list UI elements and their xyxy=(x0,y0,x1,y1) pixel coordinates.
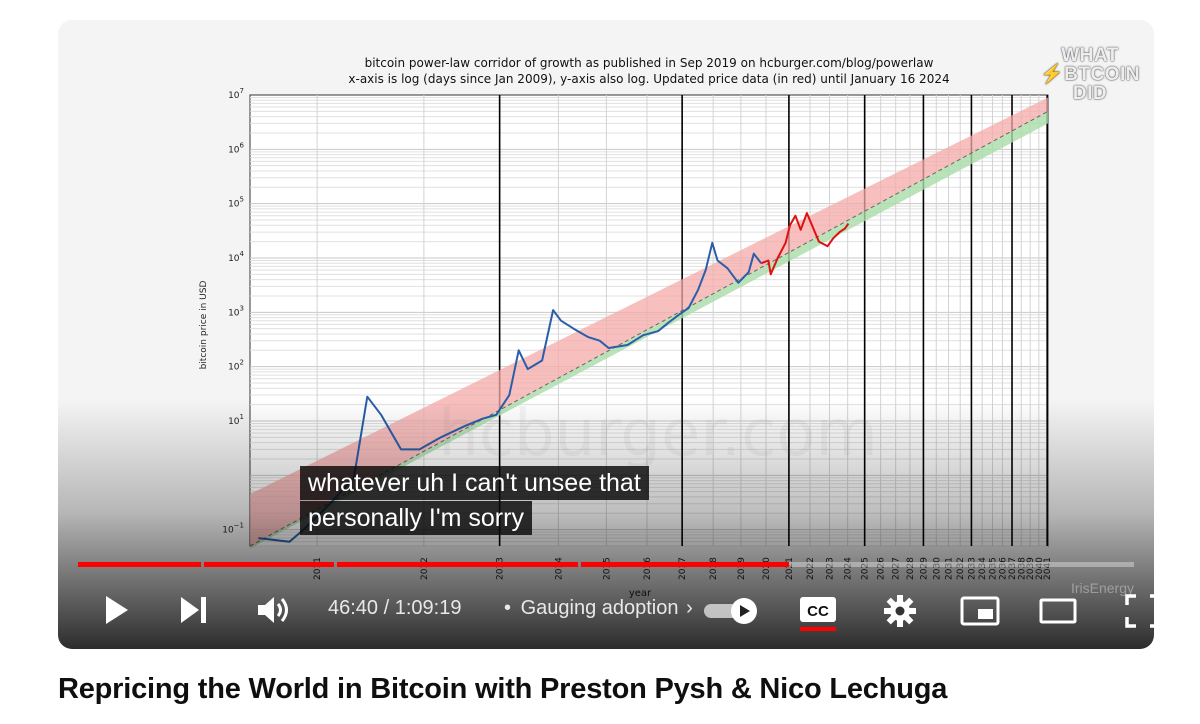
play-button[interactable] xyxy=(100,594,132,631)
caption-line-1: whatever uh I can't unsee that xyxy=(300,466,649,500)
volume-button[interactable] xyxy=(256,594,292,631)
x-tick-label: 2035 xyxy=(989,557,999,580)
skip-next-icon xyxy=(181,597,206,623)
x-tick-label: 2032 xyxy=(956,557,966,580)
x-tick-label: 2020 xyxy=(762,557,772,580)
x-tick-label: 2012 xyxy=(420,557,430,580)
cc-button[interactable]: CC xyxy=(798,595,838,638)
x-tick-label: 2024 xyxy=(844,557,854,580)
video-frame-chart: bitcoin power-law corridor of growth as … xyxy=(58,20,1154,649)
caption-line-2: personally I'm sorry xyxy=(300,501,532,535)
x-tick-label: 2021 xyxy=(785,557,795,580)
x-tick-label: 2036 xyxy=(998,557,1008,580)
y-tick-label: 106 xyxy=(228,141,244,155)
miniplayer-icon xyxy=(960,596,1000,626)
x-tick-label: 2034 xyxy=(978,557,988,580)
y-tick-label: 104 xyxy=(228,250,244,264)
chart-title-line2: x-axis is log (days since Jan 2009), y-a… xyxy=(348,72,949,86)
time-current: 46:40 xyxy=(328,597,379,619)
x-tick-label: 2015 xyxy=(602,557,612,580)
x-tick-label: 2011 xyxy=(313,557,323,580)
x-tick-label: 2016 xyxy=(643,557,653,580)
autoplay-icon xyxy=(704,598,757,624)
time-total: 1:09:19 xyxy=(394,597,462,619)
bolt-icon: ⚡ xyxy=(1040,64,1065,85)
x-tick-label: 2028 xyxy=(906,557,916,580)
settings-button[interactable] xyxy=(883,594,917,633)
video-title: Repricing the World in Bitcoin with Pres… xyxy=(58,673,948,705)
chapter-title: Gauging adoption xyxy=(520,597,679,619)
x-tick-label: 2031 xyxy=(945,557,955,580)
progress-played xyxy=(204,562,334,567)
chapter-segment[interactable] xyxy=(581,562,1134,567)
fullscreen-icon xyxy=(1125,594,1154,628)
x-tick-label: 2019 xyxy=(737,557,747,580)
video-player[interactable]: bitcoin power-law corridor of growth as … xyxy=(58,20,1154,649)
chart-title-line1: bitcoin power-law corridor of growth as … xyxy=(365,56,934,70)
bullet: • xyxy=(504,597,512,619)
progress-played xyxy=(581,562,789,567)
y-tick-label: 102 xyxy=(228,359,244,373)
progress-bar[interactable] xyxy=(78,562,1134,567)
player-controls: 46:40 / 1:09:19 • Gauging adoption › CC xyxy=(58,580,1154,640)
corridor-midline xyxy=(249,110,1049,547)
x-tick-label: 2017 xyxy=(678,557,688,580)
x-tick-label: 2023 xyxy=(826,557,836,580)
x-tick-label: 2030 xyxy=(932,557,942,580)
theater-mode-button[interactable] xyxy=(1039,596,1077,631)
gear-icon xyxy=(884,595,916,627)
price-series-updated xyxy=(760,212,850,276)
watermark-line1: WHAT xyxy=(1061,45,1119,66)
theater-mode-icon xyxy=(1039,598,1077,624)
x-tick-label: 2041 xyxy=(1043,557,1053,580)
volume-icon xyxy=(258,597,288,623)
y-tick-label: 105 xyxy=(228,196,244,210)
cc-label: CC xyxy=(807,603,829,620)
progress-played xyxy=(78,562,201,567)
time-display: 46:40 / 1:09:19 xyxy=(328,597,461,620)
progress-played xyxy=(337,562,578,567)
x-tick-label: 2033 xyxy=(967,557,977,580)
time-separator: / xyxy=(383,597,390,619)
chart-background-watermark: hcburger.com xyxy=(438,397,878,471)
chevron-right-icon: › xyxy=(686,597,693,619)
autoplay-toggle[interactable] xyxy=(702,596,762,631)
y-tick-label: 103 xyxy=(228,304,244,318)
closed-captions-icon: CC xyxy=(800,597,836,631)
x-tick-label: 2029 xyxy=(919,557,929,580)
miniplayer-button[interactable] xyxy=(960,596,1000,631)
x-tick-label: 2026 xyxy=(877,557,887,580)
chapter-button[interactable]: • Gauging adoption › xyxy=(504,597,693,620)
fullscreen-button[interactable] xyxy=(1125,594,1154,633)
sponsor-watermark: IrisEnergy xyxy=(1070,580,1134,596)
x-tick-label: 2022 xyxy=(806,557,816,580)
play-icon xyxy=(106,596,128,624)
x-tick-label: 2013 xyxy=(496,557,506,580)
y-tick-label: 107 xyxy=(228,87,244,101)
channel-watermark: WHAT ⚡BTCOIN DID xyxy=(1040,46,1140,103)
x-tick-label: 2018 xyxy=(709,557,719,580)
chart-y-label: bitcoin price in USD xyxy=(199,281,209,370)
next-button[interactable] xyxy=(178,596,210,629)
x-tick-label: 2014 xyxy=(554,557,564,580)
x-tick-label: 2025 xyxy=(861,557,871,580)
watermark-line2: BTCOIN xyxy=(1064,64,1140,85)
x-tick-label: 2027 xyxy=(892,557,902,580)
watermark-line3: DID xyxy=(1072,83,1108,104)
